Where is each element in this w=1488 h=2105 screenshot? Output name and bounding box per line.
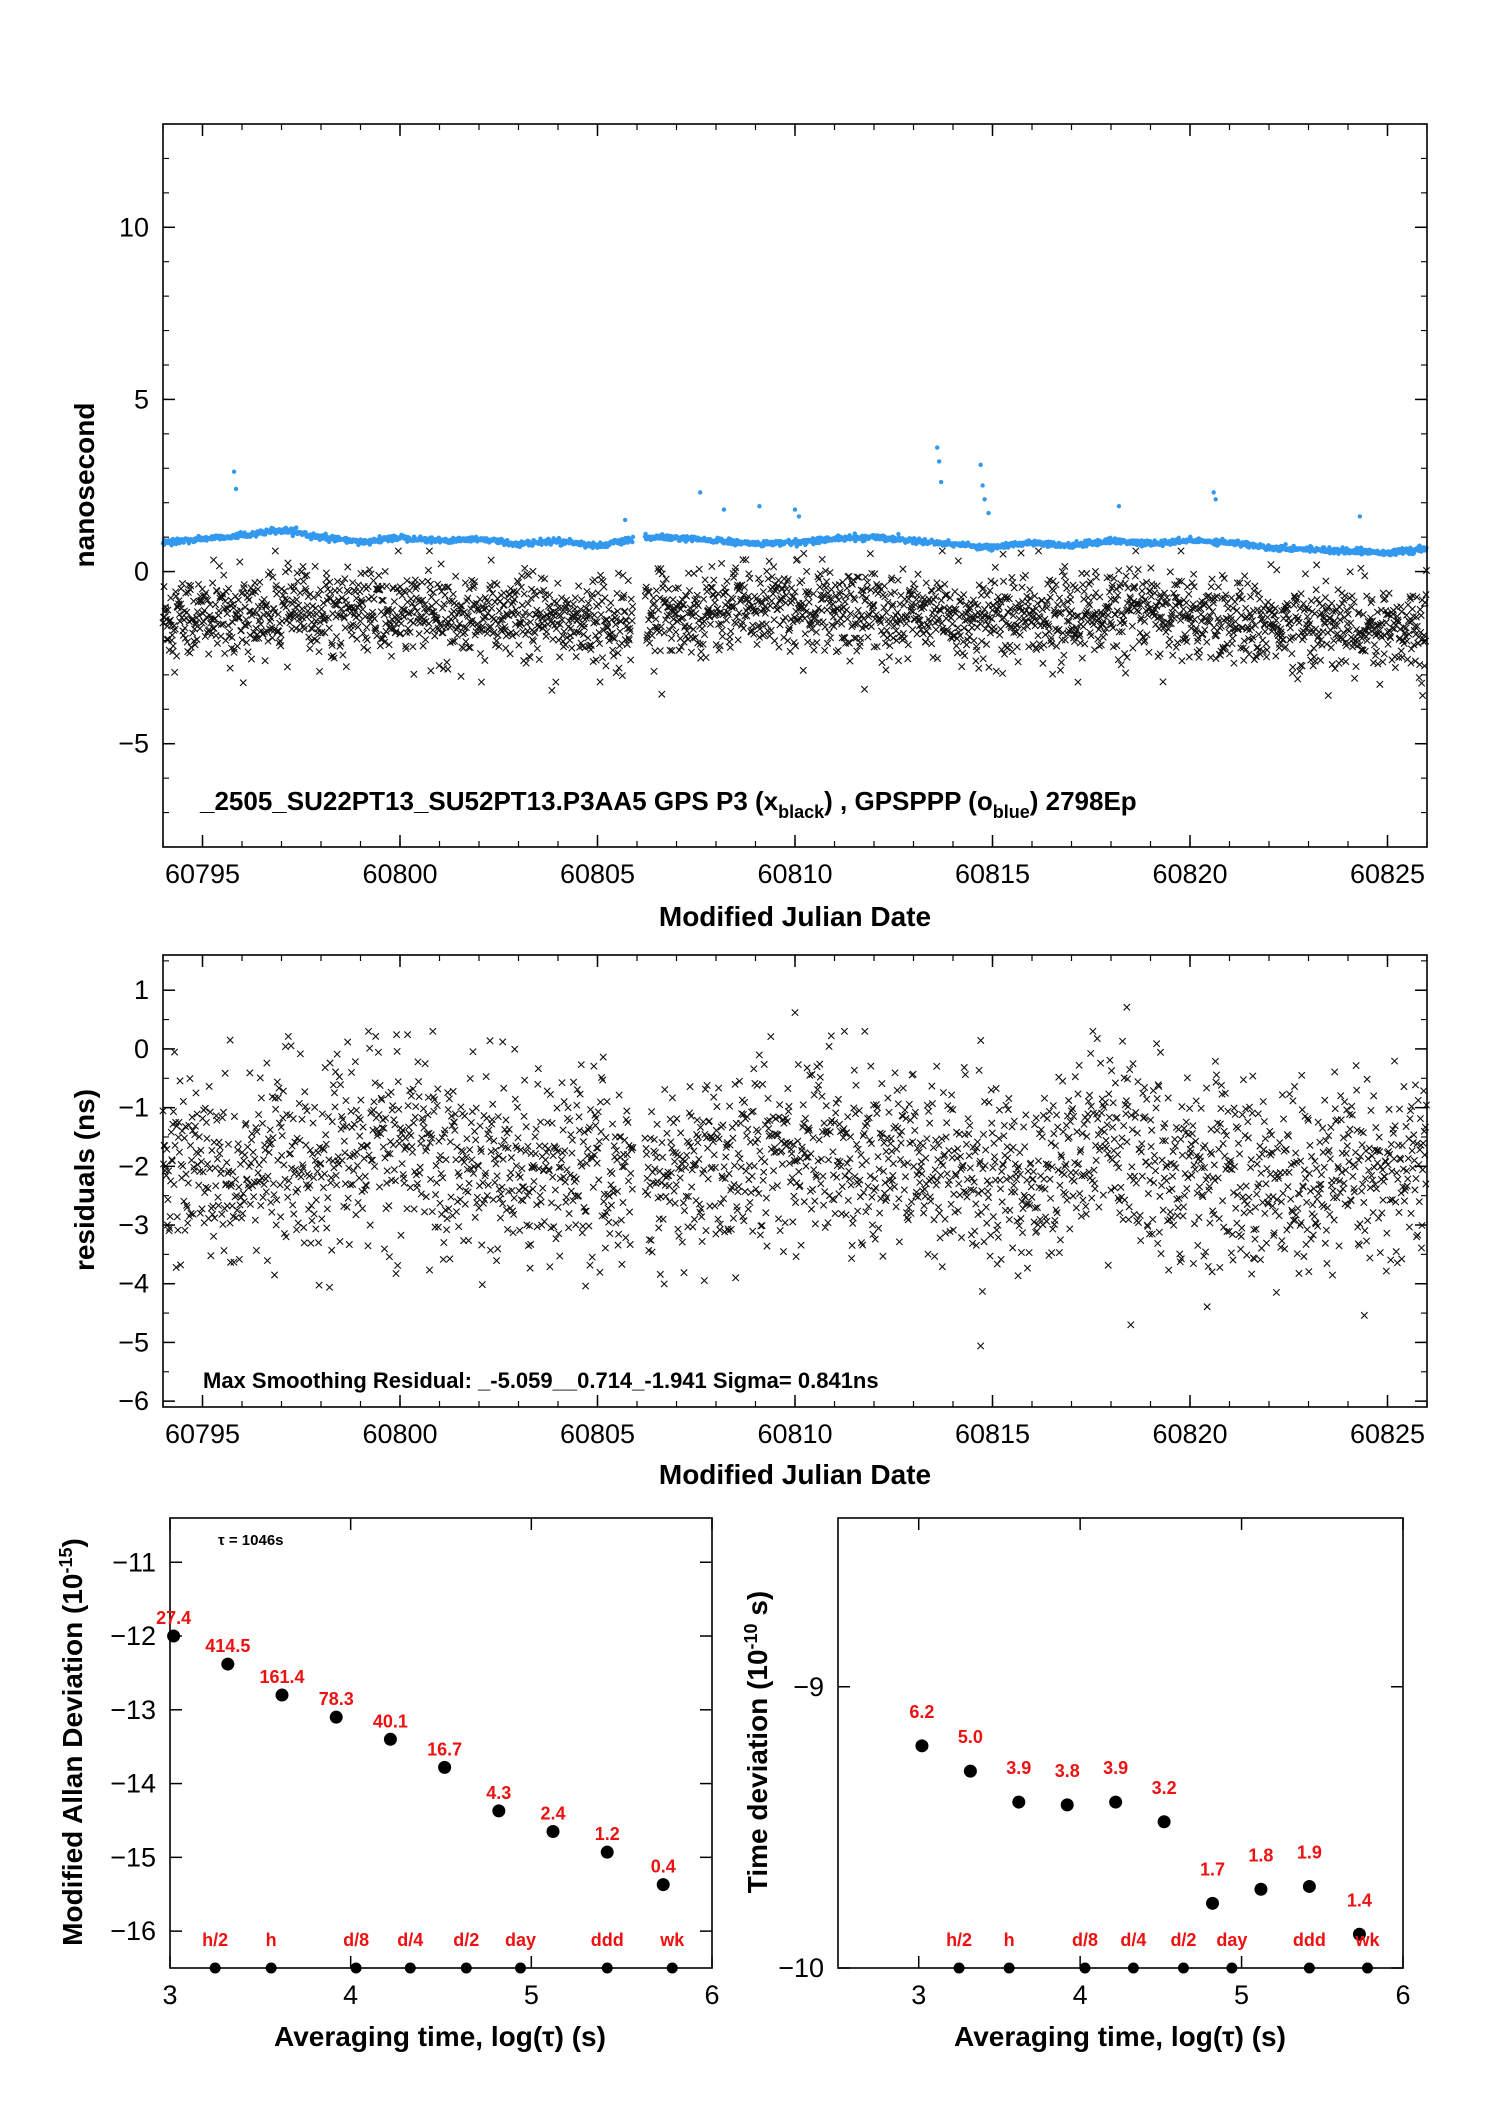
- blue-outlier-point: [936, 459, 942, 464]
- blue-outlier-point: [622, 517, 628, 523]
- blue-outlier-point: [1116, 503, 1122, 509]
- x-tick-label: 60795: [165, 859, 240, 889]
- blue-series: [160, 445, 1429, 558]
- blue-outlier-point: [935, 445, 940, 450]
- x-tick-label: 60805: [560, 859, 635, 889]
- x-tick-label: 60810: [757, 859, 832, 889]
- x-tick-label: 60825: [1350, 859, 1425, 889]
- blue-point: [1283, 542, 1288, 547]
- top-x-axis-title: Modified Julian Date: [659, 901, 931, 932]
- x-tick-label: 60815: [955, 859, 1030, 889]
- blue-outlier-point: [938, 479, 944, 485]
- blue-outlier-point: [792, 507, 798, 512]
- blue-point: [294, 525, 299, 530]
- blue-outlier-point: [698, 490, 703, 495]
- x-tick-label: 60800: [362, 859, 437, 889]
- blue-outlier-point: [231, 469, 237, 474]
- top-panel: 60795 60800 60805 60810 60815 60820 60825 −5 0 5 1…: [69, 123, 1431, 932]
- blue-outlier-point: [982, 497, 987, 502]
- blue-outlier-point: [1357, 514, 1363, 519]
- blue-point: [309, 537, 314, 542]
- blue-outlier-point: [1211, 490, 1216, 495]
- blue-outlier-point: [986, 510, 991, 516]
- y-tick-label: 5: [134, 384, 149, 414]
- y-tick-label: −5: [118, 729, 149, 759]
- y-tick-label: 0: [134, 557, 149, 587]
- y-tick-label: 10: [119, 212, 149, 242]
- blue-outlier-point: [980, 483, 985, 488]
- blue-outlier-point: [796, 514, 802, 519]
- blue-outlier-point: [1213, 497, 1218, 502]
- blue-point: [169, 543, 174, 548]
- top-y-axis-title: nanosecond: [69, 403, 100, 568]
- blue-point: [630, 534, 636, 540]
- blue-outlier-point: [757, 503, 762, 509]
- x-tick-label: 60820: [1152, 859, 1227, 889]
- blue-outlier-point: [721, 507, 727, 512]
- blue-outlier-point: [978, 462, 983, 468]
- blue-point: [630, 539, 635, 545]
- blue-outlier-point: [233, 486, 239, 492]
